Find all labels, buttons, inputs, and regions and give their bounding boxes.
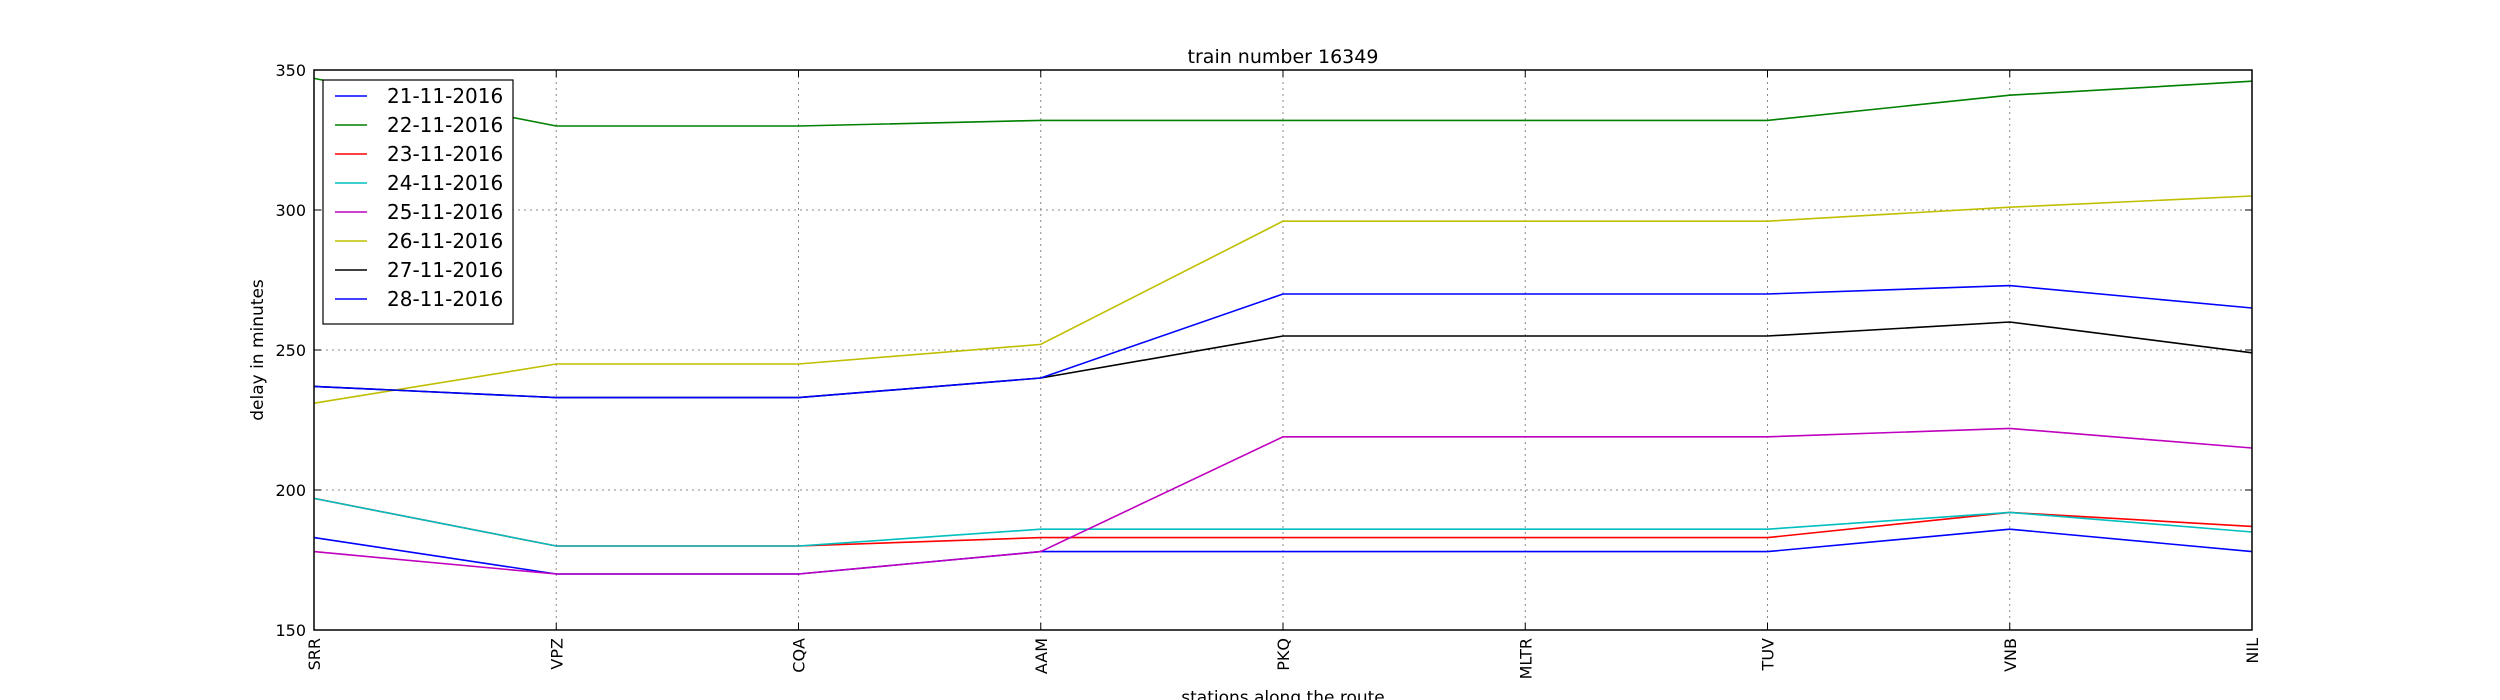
legend-label: 25-11-2016 [387, 200, 503, 224]
x-tick-label: AAM [1032, 638, 1051, 674]
legend-label: 21-11-2016 [387, 84, 503, 108]
legend-label: 28-11-2016 [387, 287, 503, 311]
legend-label: 22-11-2016 [387, 113, 503, 137]
x-tick-label: CQA [790, 638, 809, 673]
legend-box [322, 79, 514, 325]
legend: 21-11-2016 22-11-2016 23-11-2016 24-11-2016… [322, 79, 514, 325]
x-tick-label: NIL [2243, 638, 2262, 664]
x-axis-label: stations along the route [1181, 688, 1385, 700]
series-line-25-11-2016 [313, 427, 2253, 575]
series-lines [313, 77, 2253, 575]
y-tick-label: 250 [275, 341, 306, 360]
x-axis-ticks: SRR VPZ CQA AAM PKQ MLTR TUV VNB NIL [305, 70, 2262, 679]
series-line-24-11-2016 [313, 497, 2253, 547]
series-line-26-11-2016 [313, 195, 2253, 404]
x-tick-label: SRR [305, 638, 324, 670]
y-axis-label: delay in minutes [248, 279, 268, 421]
legend-label: 24-11-2016 [387, 171, 503, 195]
y-tick-label: 200 [275, 481, 306, 500]
legend-label: 27-11-2016 [387, 258, 503, 282]
legend-label: 23-11-2016 [387, 142, 503, 166]
x-tick-label: VPZ [547, 638, 566, 670]
chart-title: train number 16349 [1188, 46, 1379, 68]
y-tick-label: 300 [275, 201, 306, 220]
y-tick-label: 150 [275, 621, 306, 640]
y-axis-ticks: 150 200 250 300 350 [275, 61, 2252, 640]
series-line-21-11-2016 [313, 528, 2253, 575]
grid-lines [314, 70, 2252, 630]
legend-label: 26-11-2016 [387, 229, 503, 253]
x-tick-label: PKQ [1274, 638, 1293, 671]
x-tick-label: TUV [1759, 638, 1778, 671]
series-line-28-11-2016 [313, 284, 2253, 399]
x-tick-label: MLTR [1516, 638, 1535, 679]
y-tick-label: 350 [275, 61, 306, 80]
x-tick-label: VNB [2001, 638, 2020, 672]
series-line-22-11-2016 [313, 77, 2253, 127]
